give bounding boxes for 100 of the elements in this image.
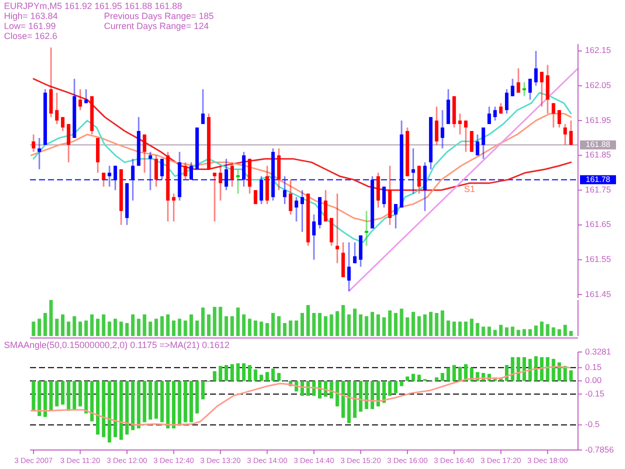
bar bbox=[49, 380, 53, 411]
bar bbox=[353, 380, 357, 418]
bar bbox=[66, 322, 70, 336]
bar bbox=[330, 314, 334, 336]
bar bbox=[540, 322, 544, 336]
bar bbox=[114, 380, 118, 438]
bar bbox=[160, 316, 164, 336]
bar bbox=[546, 324, 550, 336]
y-tick-label: 0.3281 bbox=[585, 346, 612, 356]
bar bbox=[96, 318, 100, 336]
candlestick bbox=[470, 130, 474, 153]
bar bbox=[166, 380, 170, 428]
bar bbox=[487, 326, 491, 336]
bar bbox=[201, 380, 205, 400]
bar bbox=[260, 374, 264, 381]
bar bbox=[312, 380, 316, 396]
bar bbox=[32, 380, 36, 411]
bar bbox=[534, 326, 538, 336]
y-tick-label: 162.15 bbox=[585, 45, 612, 56]
bar bbox=[429, 312, 433, 336]
bar bbox=[72, 316, 76, 336]
bar bbox=[558, 362, 562, 381]
bar bbox=[482, 326, 486, 336]
bar bbox=[306, 305, 310, 336]
bar bbox=[254, 369, 258, 381]
line-series bbox=[30, 366, 571, 426]
candlestick bbox=[254, 189, 258, 205]
bar bbox=[300, 312, 304, 336]
bar bbox=[382, 380, 386, 403]
y-tick-label: 161.75 bbox=[585, 184, 612, 194]
bar bbox=[32, 322, 36, 336]
text: Low= 161.99 bbox=[4, 21, 56, 31]
bar bbox=[131, 314, 135, 336]
bar bbox=[452, 322, 456, 336]
bar bbox=[406, 317, 410, 336]
bar bbox=[400, 380, 404, 386]
bar bbox=[318, 380, 322, 398]
bar bbox=[248, 318, 252, 336]
bar bbox=[516, 330, 520, 336]
bar bbox=[312, 312, 316, 336]
bar bbox=[84, 320, 88, 336]
bar bbox=[184, 320, 188, 336]
bar bbox=[347, 314, 351, 336]
bar bbox=[277, 316, 281, 336]
bar bbox=[195, 320, 199, 336]
bar bbox=[522, 357, 526, 381]
bar bbox=[102, 380, 106, 438]
bar bbox=[336, 380, 340, 406]
bar bbox=[78, 322, 82, 336]
bar bbox=[458, 322, 462, 336]
y-tick-label: -0.7856 bbox=[585, 444, 614, 454]
bar bbox=[388, 380, 392, 396]
bar bbox=[189, 380, 193, 422]
bar bbox=[38, 318, 42, 336]
bar bbox=[528, 329, 532, 336]
bar bbox=[131, 380, 135, 430]
bar bbox=[212, 306, 216, 336]
text: Previous Days Range= 185 bbox=[104, 11, 214, 21]
bar bbox=[353, 308, 357, 336]
bar bbox=[178, 318, 182, 336]
bar bbox=[172, 320, 176, 336]
bar bbox=[230, 316, 234, 336]
bar bbox=[55, 318, 59, 336]
y-tick-label: -0.5 bbox=[585, 419, 600, 430]
bar bbox=[558, 329, 562, 336]
bar bbox=[271, 312, 275, 336]
bar bbox=[201, 308, 205, 336]
bar bbox=[49, 300, 53, 336]
bar bbox=[394, 312, 398, 336]
bar bbox=[55, 380, 59, 406]
bar bbox=[43, 312, 47, 336]
bar bbox=[271, 368, 275, 381]
bar bbox=[242, 314, 246, 336]
text: High= 163.84 bbox=[4, 11, 58, 21]
bar bbox=[96, 380, 100, 435]
bar bbox=[358, 380, 362, 412]
bar bbox=[376, 380, 380, 406]
bar bbox=[78, 380, 82, 406]
bar bbox=[364, 380, 368, 410]
bar bbox=[60, 380, 64, 405]
y-tick-label: 161.65 bbox=[585, 219, 612, 230]
bar bbox=[493, 330, 497, 336]
bar bbox=[277, 372, 281, 381]
ref-line-label: 161.78 bbox=[586, 174, 611, 184]
bar bbox=[528, 358, 532, 381]
bar bbox=[370, 312, 374, 336]
bar bbox=[452, 365, 456, 381]
bar bbox=[522, 329, 526, 336]
bar bbox=[119, 380, 123, 440]
bar bbox=[370, 380, 374, 410]
bar bbox=[148, 380, 152, 420]
bar bbox=[195, 380, 199, 414]
bar bbox=[358, 314, 362, 336]
bar bbox=[552, 358, 556, 381]
bar bbox=[154, 380, 158, 419]
bar bbox=[318, 312, 322, 336]
bar bbox=[172, 380, 176, 428]
bar bbox=[376, 314, 380, 336]
bar bbox=[382, 317, 386, 336]
bar bbox=[464, 322, 468, 336]
